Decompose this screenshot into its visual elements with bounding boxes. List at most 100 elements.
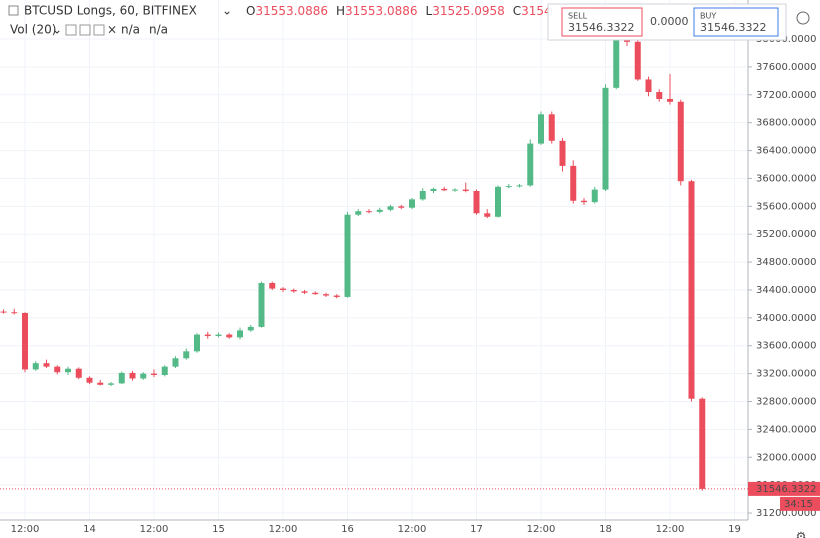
icon[interactable] bbox=[93, 24, 105, 36]
y-tick-label: 37200.0000 bbox=[756, 90, 816, 101]
candle-body bbox=[602, 87, 609, 190]
volume-value: n/a bbox=[149, 23, 168, 37]
candle-body bbox=[645, 79, 652, 93]
x-tick-label: 12:00 bbox=[656, 524, 685, 535]
sell-price: 31546.3322 bbox=[568, 21, 634, 34]
grid bbox=[0, 0, 748, 520]
y-tick-label: 32000.0000 bbox=[756, 452, 816, 463]
candle-body bbox=[409, 199, 415, 208]
volume-value: n/a bbox=[121, 23, 140, 37]
candle-body bbox=[333, 295, 340, 297]
y-tick-label: 36800.0000 bbox=[756, 118, 816, 129]
candle-body bbox=[441, 188, 448, 191]
settings-icon[interactable]: ⚙ bbox=[796, 530, 807, 538]
candle-body bbox=[656, 92, 663, 99]
candle-body bbox=[323, 294, 329, 296]
collapse-icon[interactable] bbox=[8, 5, 19, 16]
candle-body bbox=[97, 382, 104, 385]
candle-body bbox=[247, 326, 254, 331]
candle-body bbox=[118, 372, 125, 384]
ohlc-value: 31553.0886 bbox=[255, 4, 328, 18]
x-tick-label: 12:00 bbox=[269, 524, 298, 535]
candle-body bbox=[538, 114, 544, 144]
candle-body bbox=[108, 383, 114, 385]
countdown-box bbox=[780, 496, 820, 511]
candle-body bbox=[366, 211, 372, 213]
candle-body bbox=[0, 311, 7, 313]
x-axis: 12:00 14 12:00 15 12:00 16 12:00 17 12:00 18 12:00… bbox=[11, 524, 741, 535]
candle-body bbox=[161, 366, 168, 376]
y-tick-label: 32800.0000 bbox=[756, 397, 816, 408]
candle-body bbox=[11, 312, 18, 314]
candle-body bbox=[516, 185, 523, 187]
ohlc-value: 31553.0886 bbox=[345, 4, 418, 18]
x-tick-label: 17 bbox=[470, 524, 483, 535]
candle-body bbox=[172, 358, 179, 367]
candle-body bbox=[548, 114, 555, 141]
candle-body bbox=[495, 186, 501, 217]
last-price-label: 31546.3322 bbox=[756, 484, 816, 495]
candles bbox=[0, 33, 706, 491]
ohlc-key: L bbox=[426, 4, 433, 18]
price-tag: 31546.3322 34:15 bbox=[0, 481, 820, 511]
x-tick-label: 14 bbox=[83, 524, 96, 535]
candle-body bbox=[151, 373, 157, 376]
y-tick-label: 36000.0000 bbox=[756, 173, 816, 184]
candle-body bbox=[65, 368, 71, 373]
last-price-box bbox=[748, 481, 820, 496]
candle-body bbox=[312, 292, 319, 295]
candle-body bbox=[376, 209, 383, 212]
y-tick-label: 34000.0000 bbox=[756, 313, 816, 324]
candle-body bbox=[667, 98, 673, 102]
trade-panel: SELL 31546.3322 0.0000 BUY 31546.3322 ⚙ bbox=[547, 3, 810, 538]
candle-body bbox=[699, 398, 706, 489]
candle-body bbox=[398, 206, 405, 208]
candle-body bbox=[505, 186, 512, 188]
icon[interactable] bbox=[65, 24, 77, 36]
candle-body bbox=[527, 143, 534, 186]
chevron[interactable]: ⌄ bbox=[52, 23, 62, 37]
candle-body bbox=[688, 181, 695, 399]
candle-body bbox=[215, 334, 222, 336]
countdown: 34:15 bbox=[784, 499, 813, 510]
candle-body bbox=[355, 211, 362, 215]
candle-body bbox=[387, 206, 394, 210]
buy-button[interactable] bbox=[693, 7, 779, 37]
symbol: BTCUSD Longs, 60, BITFINEX bbox=[24, 4, 197, 18]
candle-body bbox=[280, 288, 286, 290]
candle-body bbox=[140, 373, 147, 379]
sell-button[interactable] bbox=[561, 7, 643, 37]
y-tick-label: 34400.0000 bbox=[756, 285, 816, 296]
candle-body bbox=[581, 200, 587, 203]
y-tick-label: 33200.0000 bbox=[756, 369, 816, 380]
candle-body bbox=[430, 188, 437, 191]
x-tick-label: 19 bbox=[728, 524, 741, 535]
candle-body bbox=[226, 334, 233, 338]
candle-body bbox=[462, 189, 469, 191]
chevron[interactable]: ⌄ bbox=[222, 4, 232, 18]
candle-body bbox=[570, 165, 577, 201]
x-tick-label: 12:00 bbox=[11, 524, 40, 535]
candle-body bbox=[613, 40, 620, 88]
ohlc-value: 31525.0958 bbox=[432, 4, 505, 18]
y-tick-label: 36400.0000 bbox=[756, 146, 816, 157]
ohlc-key: O bbox=[246, 4, 255, 18]
y-tick-label: 35200.0000 bbox=[756, 229, 816, 240]
candle-body bbox=[290, 289, 297, 292]
candle-body bbox=[43, 363, 50, 367]
icon[interactable] bbox=[79, 24, 91, 36]
x-tick-label: 12:00 bbox=[140, 524, 169, 535]
x-tick-label: 12:00 bbox=[527, 524, 556, 535]
y-tick-label: 35600.0000 bbox=[756, 201, 816, 212]
settings-icon[interactable] bbox=[796, 11, 810, 25]
volume-label: Vol (20) bbox=[10, 23, 56, 37]
close-icon[interactable]: × bbox=[107, 23, 117, 37]
candle-body bbox=[559, 140, 566, 166]
y-tick-label: 34800.0000 bbox=[756, 257, 816, 268]
buy-label: BUY bbox=[700, 12, 716, 21]
candle-body bbox=[258, 283, 265, 327]
sell-label: SELL bbox=[568, 12, 588, 21]
y-tick-label: 37600.0000 bbox=[756, 62, 816, 73]
candle-body bbox=[344, 214, 351, 297]
